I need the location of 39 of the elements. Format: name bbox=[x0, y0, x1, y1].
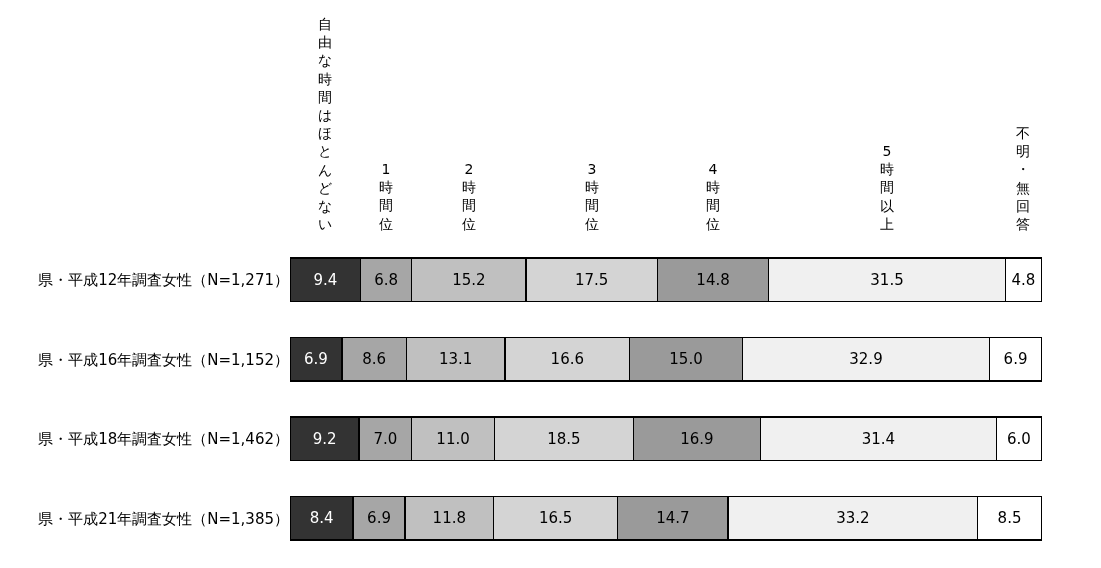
data-label: 18.5 bbox=[547, 429, 581, 448]
data-label: 13.1 bbox=[438, 350, 473, 369]
data-label: 17.5 bbox=[575, 270, 609, 289]
y-tick-label: 県・平成18年調査女性（N=1,462） bbox=[38, 430, 289, 448]
data-label: 14.8 bbox=[696, 270, 730, 289]
series-label: 不明・無回答 bbox=[1016, 125, 1030, 232]
text: 自由な時間はほとんどない bbox=[318, 16, 332, 233]
data-label: 31.5 bbox=[870, 270, 904, 289]
data-label: 15.2 bbox=[452, 270, 486, 289]
series-label: 5時間以上 bbox=[880, 143, 894, 232]
data-label: 6.9 bbox=[1003, 350, 1028, 369]
data-label: 6.9 bbox=[367, 509, 391, 528]
data-label: 6.0 bbox=[1006, 429, 1031, 448]
y-tick-label: 県・平成16年調査女性（N=1,152） bbox=[38, 350, 289, 369]
data-label: 8.4 bbox=[309, 509, 334, 528]
data-label: 14.7 bbox=[656, 509, 690, 528]
data-label: 9.2 bbox=[312, 429, 337, 448]
data-label: 8.6 bbox=[362, 350, 387, 369]
data-label: 31.4 bbox=[861, 429, 896, 448]
data-label: 6.9 bbox=[304, 350, 328, 369]
y-tick-label: 県・平成21年調査女性（N=1,385） bbox=[38, 509, 289, 528]
series-label: 4時間位 bbox=[706, 161, 720, 232]
series-label: 3時間位 bbox=[585, 161, 599, 232]
data-label: 16.9 bbox=[680, 429, 714, 448]
data-label: 6.8 bbox=[374, 270, 399, 289]
y-tick-label: 県・平成12年調査女性（N=1,271） bbox=[38, 271, 289, 289]
series-label: 2時間位 bbox=[462, 161, 476, 232]
data-label: 33.2 bbox=[836, 509, 870, 528]
data-label: 11.0 bbox=[436, 429, 470, 448]
data-label: 15.0 bbox=[669, 350, 703, 369]
data-label: 32.9 bbox=[849, 350, 883, 369]
data-label: 16.6 bbox=[550, 350, 584, 369]
series-label: 1時間位 bbox=[379, 161, 393, 232]
data-label: 9.4 bbox=[313, 270, 338, 289]
data-label: 11.8 bbox=[432, 509, 467, 528]
data-label: 16.5 bbox=[538, 509, 573, 528]
data-label: 8.5 bbox=[997, 509, 1022, 528]
data-label: 7.0 bbox=[373, 429, 398, 448]
data-label: 4.8 bbox=[1011, 270, 1036, 289]
